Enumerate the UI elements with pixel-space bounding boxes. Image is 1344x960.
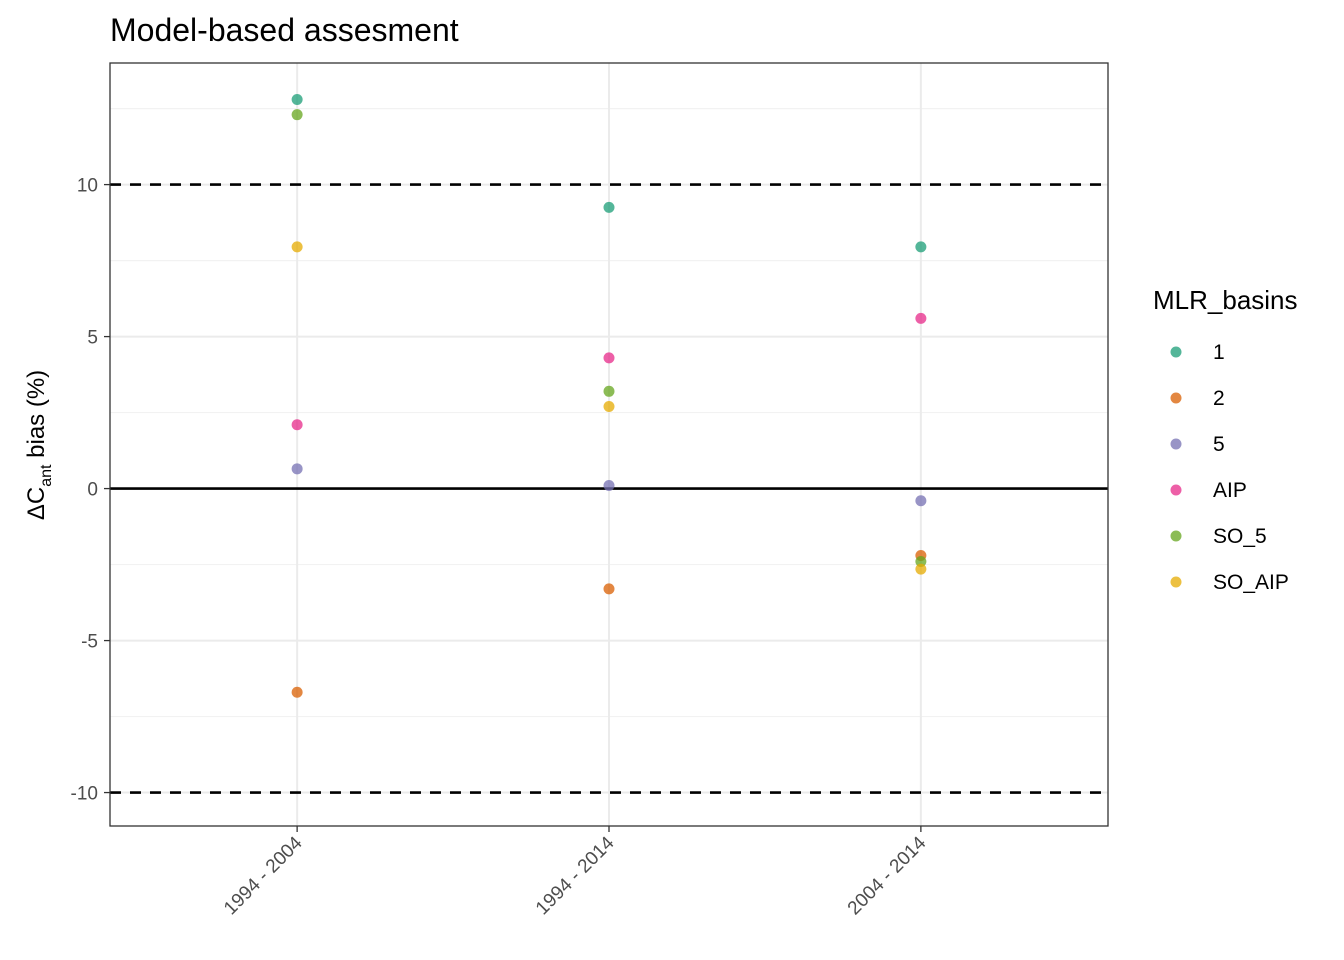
legend-label: SO_5 [1213, 525, 1267, 548]
legend-key-aip [1170, 484, 1182, 496]
y-tick-label: -10 [71, 784, 98, 805]
data-point-1 [915, 241, 927, 253]
data-point-aip [291, 419, 303, 431]
data-point-so-aip [291, 241, 303, 253]
data-points [291, 93, 927, 698]
data-point-so-aip [603, 401, 615, 413]
data-point-so-5 [603, 385, 615, 397]
x-tick-label: 2004 - 2014 [844, 832, 931, 919]
x-axis: 1994 - 2004 1994 - 2014 2004 - 2014 [220, 826, 931, 919]
data-point-1 [603, 201, 615, 213]
legend-key-2 [1170, 392, 1182, 404]
y-axis-title-subscript: ant [38, 464, 55, 487]
legend-label: SO_AIP [1213, 571, 1289, 594]
legend-label: AIP [1213, 479, 1247, 502]
data-point-5 [915, 495, 927, 507]
plot-panel [109, 62, 1109, 827]
legend-key-so-5 [1170, 530, 1182, 542]
legend-title: MLR_basins [1153, 285, 1298, 315]
legend-label: 1 [1213, 341, 1225, 364]
data-point-so-aip [915, 563, 927, 575]
y-axis-title: ΔCant bias (%) [23, 370, 55, 520]
y-tick-label: 5 [87, 328, 98, 349]
y-tick-label: 0 [87, 480, 98, 501]
legend-items: 1 2 5 AIP SO_5 SO_AIP [1170, 341, 1289, 594]
y-tick-label: -5 [81, 632, 98, 653]
data-point-5 [603, 480, 615, 492]
legend-label: 5 [1213, 433, 1225, 456]
data-point-so-5 [915, 556, 927, 568]
data-point-2 [291, 686, 303, 698]
y-tick-label: 10 [77, 176, 98, 197]
legend-key-so-aip [1170, 576, 1182, 588]
x-tick-label: 1994 - 2004 [220, 832, 307, 919]
legend-key-5 [1170, 438, 1182, 450]
legend-key-1 [1170, 346, 1182, 358]
data-point-aip [603, 352, 615, 364]
legend-label: 2 [1213, 387, 1225, 410]
x-tick-label: 1994 - 2014 [532, 832, 619, 919]
y-axis-title-prefix: ΔC [23, 487, 50, 520]
data-point-2 [603, 583, 615, 595]
y-axis-title-suffix: bias (%) [23, 370, 50, 465]
data-point-so-5 [291, 109, 303, 121]
y-axis: -10 -5 0 5 10 [71, 176, 110, 805]
data-point-5 [291, 463, 303, 475]
data-point-aip [915, 312, 927, 324]
legend: MLR_basins 1 2 5 AIP SO_5 SO_AIP [1153, 285, 1298, 594]
data-point-1 [291, 93, 303, 105]
chart-title: Model-based assesment [110, 12, 459, 48]
